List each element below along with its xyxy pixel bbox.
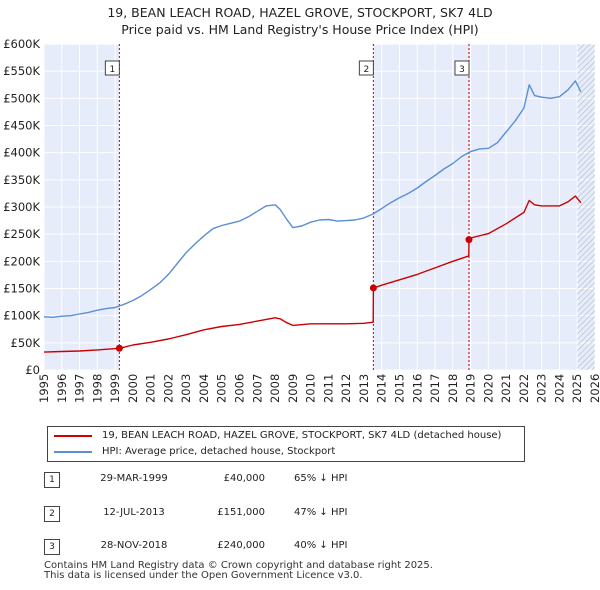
y-axis-tick-labels: £0 £50K £100K £150K £200K £250K £300K £350K £400… (3, 37, 40, 377)
y-tick-label: £150K (3, 282, 40, 296)
sale-point (369, 284, 377, 292)
grid-lines (43, 43, 596, 371)
sale-row: 3 28-NOV-2018 £240,000 40% ↓ HPI (44, 539, 444, 559)
x-tick-label: 2015 (392, 374, 406, 403)
x-tick-label: 1999 (108, 374, 122, 403)
x-tick-label: 2019 (464, 374, 478, 403)
forecast-hatch-area (577, 44, 595, 370)
y-tick-label: £250K (3, 227, 40, 241)
x-tick-label: 2025 (570, 374, 584, 403)
sale-row: 1 29-MAR-1999 £40,000 65% ↓ HPI (44, 472, 444, 492)
y-tick-label: £100K (3, 309, 40, 323)
x-tick-label: 2024 (552, 374, 566, 403)
legend: 19, BEAN LEACH ROAD, HAZEL GROVE, STOCKP… (47, 426, 525, 462)
sale-number-badge: 3 (44, 539, 60, 555)
sale-number-badge: 2 (44, 506, 60, 522)
y-tick-label: £0 (25, 363, 40, 377)
price-chart: 1 2 3 £0 £50K £100K £150K £200K £250K £300K £350K… (3, 37, 600, 403)
x-tick-label: 2004 (197, 374, 211, 403)
y-tick-label: £500K (3, 91, 40, 105)
series-lines (43, 80, 582, 353)
x-tick-label: 1996 (55, 374, 69, 403)
sale-marker-label: 1 (109, 65, 115, 75)
legend-item-hpi: HPI: Average price, detached house, Stoc… (54, 444, 335, 459)
sale-marker-box (104, 60, 120, 76)
x-tick-label: 2017 (428, 374, 442, 403)
x-tick-label: 2023 (535, 374, 549, 403)
y-tick-label: £200K (3, 254, 40, 268)
x-tick-label: 2006 (233, 374, 247, 403)
sale-hpi-note: 65% ↓ HPI (294, 473, 348, 484)
y-tick-label: £400K (3, 146, 40, 160)
x-tick-label: 2020 (481, 374, 495, 403)
legend-label-price: 19, BEAN LEACH ROAD, HAZEL GROVE, STOCKP… (102, 430, 502, 441)
sale-date: 28-NOV-2018 (100, 540, 168, 551)
y-tick-label: £350K (3, 173, 40, 187)
sale-price: £40,000 (223, 473, 265, 484)
sale-hpi-note: 40% ↓ HPI (294, 540, 348, 551)
x-tick-label: 2021 (499, 374, 513, 403)
sale-point (465, 236, 473, 244)
y-tick-label: £600K (3, 37, 40, 51)
legend-swatch-price (54, 434, 92, 437)
chart-title-line1: 19, BEAN LEACH ROAD, HAZEL GROVE, STOCKP… (107, 5, 493, 20)
x-tick-label: 2013 (357, 374, 371, 403)
x-tick-label: 1998 (90, 374, 104, 403)
x-tick-label: 2022 (517, 374, 531, 403)
legend-swatch-hpi (54, 450, 92, 453)
sale-number-badge: 1 (44, 472, 60, 488)
x-tick-label: 2003 (179, 374, 193, 403)
x-tick-label: 2005 (215, 374, 229, 403)
sale-price: £151,000 (217, 507, 265, 518)
y-tick-label: £550K (3, 64, 40, 78)
x-tick-label: 1997 (73, 374, 87, 403)
footer-line2: This data is licensed under the Open Gov… (44, 570, 363, 581)
x-tick-label: 2016 (410, 374, 424, 403)
x-tick-label: 2018 (446, 374, 460, 403)
sale-number-markers: 1 2 3 (104, 60, 470, 76)
sale-point (115, 344, 123, 352)
x-tick-label: 2012 (339, 374, 353, 403)
footer-attribution: Contains HM Land Registry data © Crown c… (44, 561, 433, 581)
x-tick-label: 1995 (37, 374, 51, 403)
chart-title: 19, BEAN LEACH ROAD, HAZEL GROVE, STOCKP… (0, 4, 600, 38)
x-tick-label: 2007 (250, 374, 264, 403)
x-tick-label: 2002 (161, 374, 175, 403)
sale-row: 2 12-JUL-2013 £151,000 47% ↓ HPI (44, 506, 444, 526)
sale-points (115, 236, 473, 352)
footer-line1: Contains HM Land Registry data © Crown c… (44, 560, 433, 571)
y-tick-label: £50K (11, 336, 41, 350)
chart-title-line2: Price paid vs. HM Land Registry's House … (121, 22, 479, 37)
sale-date: 12-JUL-2013 (103, 507, 165, 518)
x-tick-label: 2000 (126, 374, 140, 403)
y-tick-label: £300K (3, 200, 40, 214)
x-tick-label: 2010 (304, 374, 318, 403)
x-tick-label: 2011 (321, 374, 335, 403)
sale-hpi-note: 47% ↓ HPI (294, 507, 348, 518)
sale-marker-box (454, 60, 470, 76)
sale-marker-label: 3 (459, 65, 465, 75)
price-line (43, 195, 582, 353)
x-tick-label: 2008 (268, 374, 282, 403)
sale-price: £240,000 (217, 540, 265, 551)
hpi-line (43, 80, 582, 318)
x-tick-label: 2001 (144, 374, 158, 403)
sale-date: 29-MAR-1999 (100, 473, 168, 484)
y-tick-label: £450K (3, 119, 40, 133)
sale-marker-box (358, 60, 374, 76)
x-tick-label: 2009 (286, 374, 300, 403)
x-tick-label: 2026 (588, 374, 600, 403)
sale-marker-label: 2 (363, 65, 369, 75)
x-axis-tick-labels: 1995 1996 1997 1998 1999 2000 2001 2002 2003 2004… (37, 374, 600, 403)
legend-label-hpi: HPI: Average price, detached house, Stoc… (102, 446, 336, 457)
x-tick-label: 2014 (375, 374, 389, 403)
legend-item-price: 19, BEAN LEACH ROAD, HAZEL GROVE, STOCKP… (54, 428, 501, 443)
